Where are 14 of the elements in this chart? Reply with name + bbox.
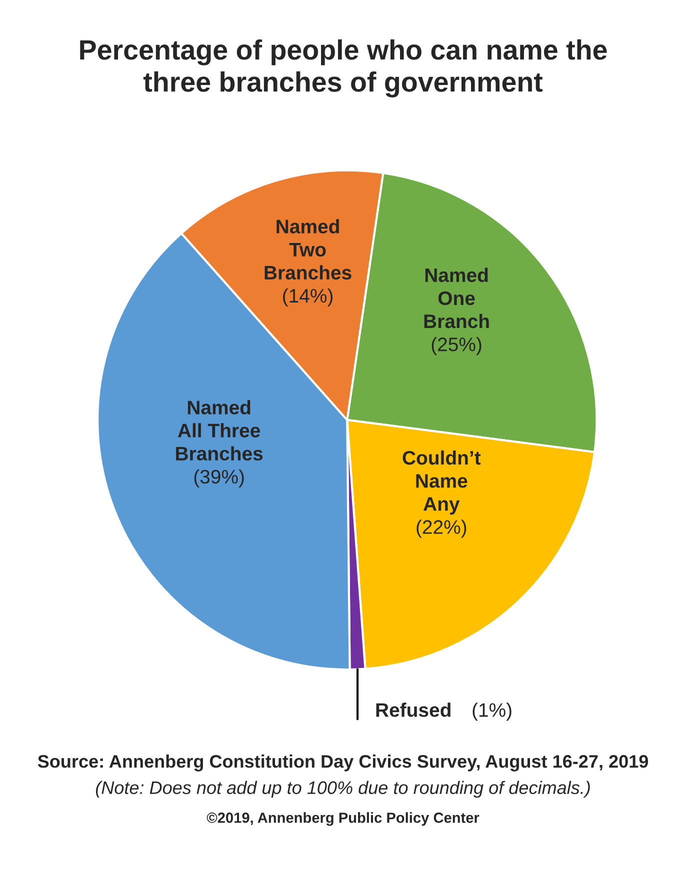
chart-title: Percentage of people who can name the three branches of government bbox=[80, 39, 607, 98]
slice-label: Named One Branch bbox=[424, 268, 489, 328]
data-label: (22%) bbox=[416, 520, 466, 538]
text: (Note: Does not add up to 100% due to rounding of decimals.) bbox=[96, 780, 590, 798]
slice-label: Named All Three Branches bbox=[176, 400, 263, 461]
slice-label: Couldn’t Name Any bbox=[402, 450, 481, 515]
slice-label: Refused bbox=[376, 702, 450, 717]
data-label: (14%) bbox=[283, 288, 333, 307]
data-label: (25%) bbox=[432, 337, 482, 356]
slice-label: Named Two Branches bbox=[264, 219, 352, 280]
source-note: Source: Annenberg Constitution Day Civics Survey, August 16-27, 2019 bbox=[38, 754, 648, 772]
data-label: (1%) bbox=[472, 702, 512, 721]
text: ©2019, Annenberg Public Policy Center bbox=[206, 812, 480, 826]
data-label: (39%) bbox=[194, 469, 244, 488]
